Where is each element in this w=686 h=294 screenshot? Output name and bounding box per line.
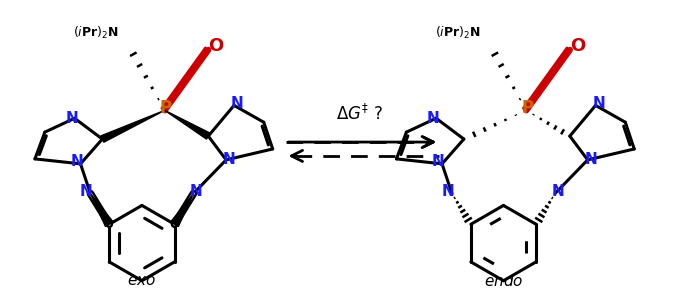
Polygon shape bbox=[165, 110, 210, 139]
Text: $(\mathit{i}$Pr$)_2$N: $(\mathit{i}$Pr$)_2$N bbox=[435, 25, 481, 41]
Text: P: P bbox=[160, 99, 172, 117]
Text: O: O bbox=[209, 37, 224, 55]
Text: O: O bbox=[570, 37, 585, 55]
Polygon shape bbox=[171, 193, 193, 227]
Text: N: N bbox=[552, 184, 565, 199]
Text: N: N bbox=[190, 184, 203, 199]
Text: N: N bbox=[427, 111, 440, 126]
Text: N: N bbox=[230, 96, 244, 111]
Polygon shape bbox=[91, 193, 113, 227]
Text: N: N bbox=[442, 184, 454, 199]
Text: $(\mathit{i}$Pr$)_2$N: $(\mathit{i}$Pr$)_2$N bbox=[73, 25, 119, 41]
Text: N: N bbox=[80, 184, 93, 199]
Text: N: N bbox=[223, 152, 235, 167]
Text: $\mathit{endo}$: $\mathit{endo}$ bbox=[484, 273, 523, 289]
Text: $\Delta G^{\ddagger}\ ?$: $\Delta G^{\ddagger}\ ?$ bbox=[336, 104, 383, 124]
Text: N: N bbox=[592, 96, 605, 111]
Text: N: N bbox=[70, 154, 83, 169]
Text: N: N bbox=[584, 152, 597, 167]
Text: P: P bbox=[521, 99, 533, 117]
Text: N: N bbox=[431, 154, 445, 169]
Text: $\mathit{exo}$: $\mathit{exo}$ bbox=[128, 273, 156, 288]
Text: N: N bbox=[65, 111, 78, 126]
Polygon shape bbox=[101, 110, 165, 142]
